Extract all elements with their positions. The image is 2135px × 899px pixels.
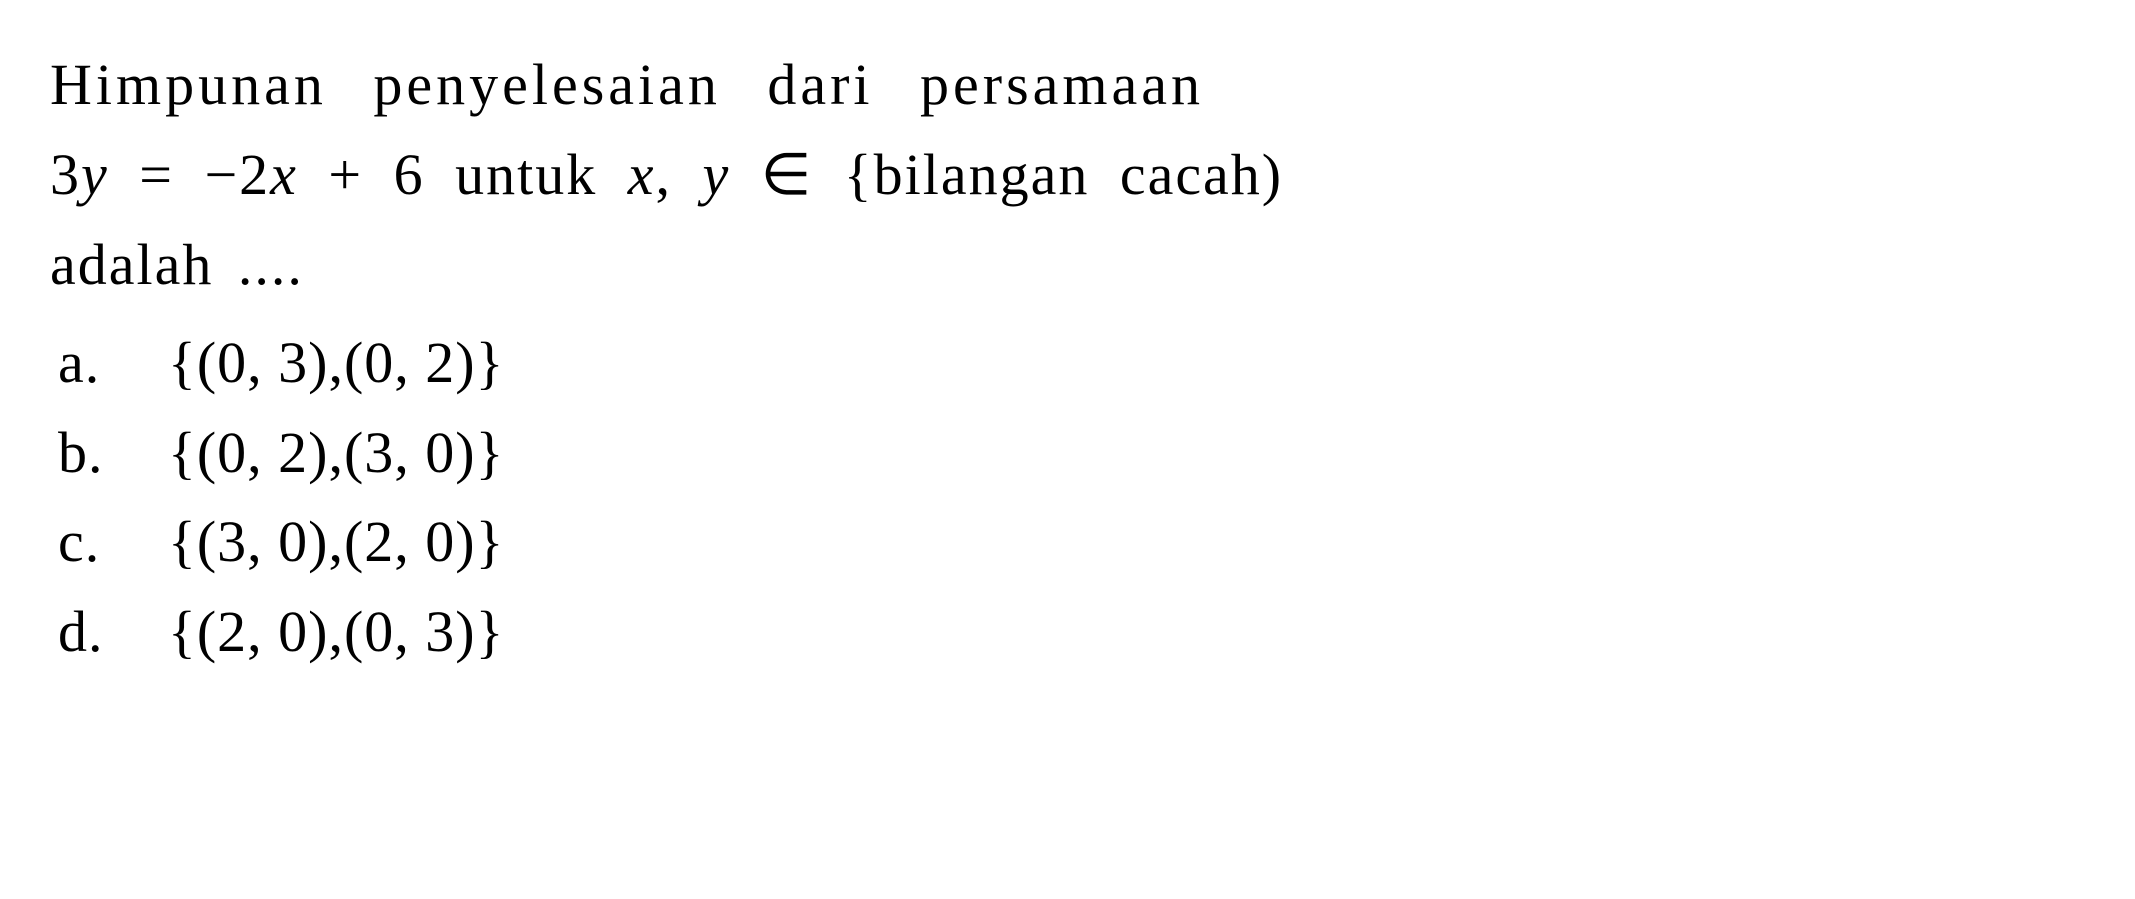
option-b-letter: b.	[58, 408, 168, 498]
question-line-3: adalah ....	[50, 220, 2085, 310]
option-c: c. {(3, 0),(2, 0)}	[58, 497, 2085, 587]
set-notation: ∈ {bilangan cacah)	[730, 142, 1283, 207]
comma-sep: ,	[656, 142, 703, 207]
option-a: a. {(0, 3),(0, 2)}	[58, 318, 2085, 408]
options-container: a. {(0, 3),(0, 2)} b. {(0, 2),(3, 0)} c.…	[58, 318, 2085, 678]
question-text-1: Himpunan penyelesaian dari persamaan	[50, 52, 1204, 117]
option-b: b. {(0, 2),(3, 0)}	[58, 408, 2085, 498]
var-y-2: y	[703, 142, 731, 207]
option-c-value: {(3, 0),(2, 0)}	[168, 497, 504, 587]
eq-coeff-1: 3	[50, 142, 81, 207]
option-c-letter: c.	[58, 497, 168, 587]
option-d-value: {(2, 0),(0, 3)}	[168, 587, 504, 677]
option-b-value: {(0, 2),(3, 0)}	[168, 408, 504, 498]
eq-part-2: = −2	[109, 142, 270, 207]
var-x-1: x	[270, 142, 298, 207]
option-a-letter: a.	[58, 318, 168, 408]
option-d-letter: d.	[58, 587, 168, 677]
eq-part-3: + 6 untuk	[298, 142, 628, 207]
var-y-1: y	[81, 142, 109, 207]
question-text-3: adalah ....	[50, 232, 304, 297]
var-x-2: x	[628, 142, 656, 207]
question-container: Himpunan penyelesaian dari persamaan 3y …	[50, 40, 2085, 310]
question-line-1: Himpunan penyelesaian dari persamaan	[50, 40, 2085, 130]
option-d: d. {(2, 0),(0, 3)}	[58, 587, 2085, 677]
option-a-value: {(0, 3),(0, 2)}	[168, 318, 504, 408]
question-line-2: 3y = −2x + 6 untuk x, y ∈ {bilangan caca…	[50, 130, 2085, 220]
